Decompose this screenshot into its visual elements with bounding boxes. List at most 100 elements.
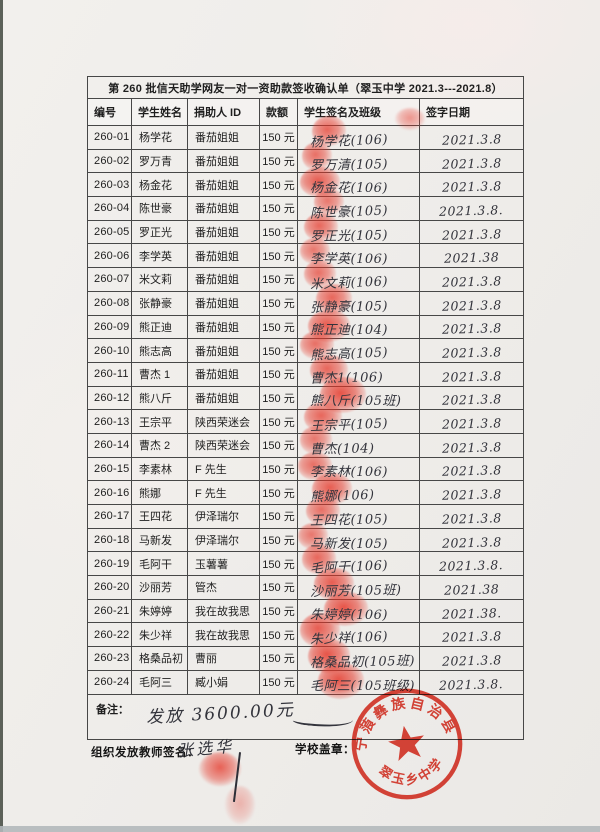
row-number: 260-22 — [87, 622, 132, 648]
signature-cell: 李学英(106) — [297, 238, 420, 269]
sign-date-cell: 2021.3.8 — [418, 361, 525, 387]
table-row: 260-01 杨学花 番茄姐姐 150 元 杨学花(106) 2021.3.8 — [87, 116, 525, 151]
signature-cell: 熊娜(106) — [297, 473, 420, 505]
signature-cell: 陈世豪(105) — [297, 189, 420, 222]
donor-id: 番茄姐姐 — [187, 243, 260, 269]
student-handwritten-signature: 曹杰1(106) — [309, 369, 384, 387]
sign-date-cell: 2021.3.8 — [418, 219, 525, 245]
amount: 150 元 — [259, 290, 298, 316]
sign-date-cell: 2021.3.8 — [418, 432, 525, 458]
handwritten-date: 2021.3.8 — [441, 510, 502, 527]
handwritten-date: 2021.3.8 — [441, 628, 502, 646]
row-number: 260-11 — [87, 361, 132, 387]
donor-id: 番茄姐姐 — [187, 290, 260, 316]
student-handwritten-signature: 李素林(106) — [310, 465, 388, 481]
row-number: 260-12 — [87, 385, 132, 411]
signature-cell: 熊志高(105) — [297, 331, 420, 364]
student-handwritten-signature: 杨学花(106) — [309, 132, 389, 151]
student-name: 杨金花 — [131, 172, 188, 198]
table-header-row: 编号 学生姓名 捐助人 ID 款额 学生签名及班级 签字日期 — [87, 98, 525, 126]
amount: 150 元 — [259, 314, 298, 340]
handwritten-date: 2021.3.8 — [441, 533, 502, 551]
student-name: 张静豪 — [131, 290, 188, 316]
student-handwritten-signature: 格桑品初(105班) — [309, 653, 416, 672]
teacher-signature-label: 组织发放教师签名： — [91, 747, 199, 759]
student-name: 格桑品初 — [131, 646, 188, 671]
donor-id: 玉薯薯 — [187, 551, 260, 577]
amount: 150 元 — [259, 267, 298, 292]
row-number: 260-23 — [87, 646, 132, 671]
handwritten-date: 2021.3.8 — [441, 273, 502, 290]
row-number: 260-08 — [87, 290, 132, 316]
col-header-donor: 捐助人 ID — [187, 98, 260, 126]
handwritten-date: 2021.3.8 — [441, 320, 502, 338]
amount: 150 元 — [259, 385, 298, 411]
donor-id: F 先生 — [187, 480, 260, 505]
table-row: 260-19 毛阿干 玉薯薯 150 元 毛阿干(106) 2021.3.8. — [87, 544, 525, 577]
student-name: 李素林 — [131, 456, 188, 482]
signature-cell: 朱婷婷(106) — [297, 591, 420, 626]
sign-date-cell: 2021.3.8 — [418, 456, 525, 482]
handwritten-date: 2021.3.8. — [439, 202, 504, 219]
student-name: 李学英 — [131, 243, 188, 269]
student-handwritten-signature: 王四花(105) — [309, 512, 389, 529]
sign-date-cell: 2021.38 — [418, 243, 525, 269]
amount: 150 元 — [259, 243, 298, 269]
student-handwritten-signature: 沙丽芳(105班) — [309, 582, 402, 600]
table-row: 260-03 杨金花 番茄姐姐 150 元 杨金花(106) 2021.3.8 — [87, 167, 525, 198]
sign-date-cell: 2021.3.8. — [418, 551, 525, 577]
row-number: 260-18 — [87, 527, 132, 553]
receipt-table: 第 260 批信天助学网友一对一资助款签收确认单（翠玉中学 2021.3---2… — [86, 76, 525, 740]
scanned-document-page: 第 260 批信天助学网友一对一资助款签收确认单（翠玉中学 2021.3---2… — [3, 0, 600, 826]
table-row: 260-24 毛阿三 臧小娟 150 元 毛阿三(105班级) 2021.3.8… — [87, 662, 525, 699]
teacher-handwritten-signature: 张选华 — [176, 736, 235, 761]
amount: 150 元 — [259, 338, 298, 363]
row-number: 260-19 — [87, 551, 132, 577]
amount: 150 元 — [259, 456, 298, 482]
student-name: 王四花 — [131, 504, 188, 529]
student-name: 沙丽芳 — [131, 575, 188, 600]
table-row: 260-20 沙丽芳 管杰 150 元 沙丽芳(105班) 2021.38 — [87, 568, 525, 601]
student-name: 朱婷婷 — [131, 598, 188, 624]
signature-cell: 罗正光(105) — [297, 212, 420, 245]
signature-cell: 王宗平(105) — [297, 402, 420, 435]
student-name: 罗万青 — [131, 148, 188, 174]
row-number: 260-03 — [87, 172, 132, 198]
donor-id: 陕西荣迷会 — [187, 432, 260, 458]
signature-cell: 熊正迪(104) — [297, 309, 420, 342]
table-row: 260-12 熊八斤 番茄姐姐 150 元 熊八斤(105班) 2021.3.8 — [87, 376, 525, 413]
student-name: 罗正光 — [131, 219, 188, 245]
col-header-amount: 款额 — [259, 98, 298, 126]
student-handwritten-signature: 李学英(106) — [310, 252, 388, 268]
handwritten-date: 2021.3.8 — [441, 462, 502, 480]
table-row: 260-14 曹杰 2 陕西荣迷会 150 元 曹杰(104) 2021.3.8 — [87, 425, 525, 458]
handwritten-date: 2021.3.8 — [441, 225, 502, 243]
signature-cell: 曹杰(104) — [297, 425, 420, 458]
student-name: 曹杰 2 — [131, 432, 188, 458]
sign-date-cell: 2021.3.8 — [418, 267, 525, 292]
student-name: 毛阿三 — [131, 669, 188, 695]
table-row: 260-04 陈世豪 番茄姐姐 150 元 陈世豪(105) 2021.3.8. — [87, 189, 525, 222]
signature-cell: 李素林(106) — [297, 451, 420, 482]
handwritten-date: 2021.3.8 — [441, 486, 502, 503]
amount: 150 元 — [259, 148, 298, 174]
col-header-date: 签字日期 — [418, 98, 525, 126]
row-number: 260-15 — [87, 456, 132, 482]
pen-stroke — [232, 752, 241, 802]
handwritten-date: 2021.3.8 — [441, 391, 502, 409]
table-row: 260-06 李学英 番茄姐姐 150 元 李学英(106) 2021.38 — [87, 238, 525, 269]
table-row: 260-17 王四花 伊泽瑞尔 150 元 王四花(105) 2021.3.8 — [87, 497, 525, 529]
donor-id: 番茄姐姐 — [187, 196, 260, 221]
fingerprint-mark — [225, 786, 255, 824]
student-handwritten-signature: 马新发(105) — [310, 536, 388, 552]
signature-cell: 张静豪(105) — [297, 283, 420, 316]
sign-date-cell: 2021.3.8. — [418, 669, 525, 695]
signature-cell: 王四花(105) — [297, 497, 420, 529]
student-name: 曹杰 1 — [131, 361, 188, 387]
row-number: 260-09 — [87, 314, 132, 340]
sign-date-cell: 2021.3.8 — [418, 125, 525, 150]
handwritten-date: 2021.3.8 — [441, 178, 502, 195]
student-handwritten-signature: 米文莉(106) — [309, 274, 389, 293]
handwritten-date: 2021.3.8 — [441, 415, 502, 432]
amount: 150 元 — [259, 409, 298, 434]
